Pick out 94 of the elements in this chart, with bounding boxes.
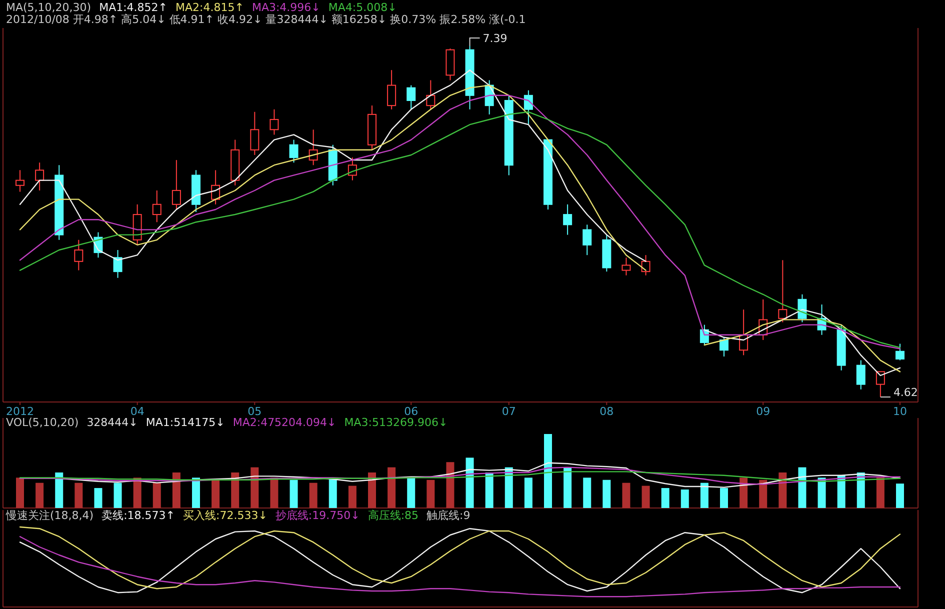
bar [661, 488, 670, 508]
bar [837, 475, 846, 508]
text: MA1:4.852↑ [99, 1, 168, 14]
bar [114, 482, 122, 508]
bar [270, 478, 278, 508]
candlestick [113, 250, 122, 278]
legend-title: MA(5,10,20,30) [6, 1, 92, 14]
text: 触底线:9 [426, 509, 470, 522]
bar [74, 482, 83, 508]
bar [485, 472, 494, 508]
bar [876, 478, 884, 508]
candlestick [563, 204, 572, 236]
candlestick [250, 111, 260, 156]
series-label: 买入线:72.533↓ [183, 509, 268, 522]
x-tick-label: 05 [248, 405, 262, 418]
candlestick [387, 70, 396, 110]
text: MA3:513269.906↓ [344, 416, 448, 429]
bar [896, 484, 904, 508]
annotation: 4.62 [893, 386, 918, 399]
bar [368, 472, 376, 508]
x-tick-label: 08 [600, 405, 614, 418]
candlestick [582, 224, 592, 256]
bar [583, 478, 592, 508]
text: 抄底线:19.750↓ [275, 509, 360, 522]
candlestick [74, 239, 84, 271]
bar [388, 467, 396, 508]
candlestick [406, 84, 416, 110]
candlestick [622, 257, 631, 276]
bar [504, 467, 513, 508]
bar [309, 482, 318, 508]
bar [602, 480, 611, 508]
candlestick [16, 170, 24, 192]
candlestick [289, 139, 298, 164]
bar [212, 480, 220, 508]
bar [290, 480, 298, 508]
bar [231, 472, 240, 508]
x-tick-label: 09 [756, 405, 770, 418]
bar [759, 480, 768, 508]
bar [466, 458, 474, 508]
x-tick-label: 07 [502, 405, 516, 418]
bar [778, 472, 787, 508]
bar [426, 480, 435, 508]
bar [133, 478, 142, 508]
x-tick-label: 2012 [6, 405, 34, 418]
bar [564, 467, 572, 508]
bar [642, 486, 650, 508]
candlestick [778, 260, 788, 323]
text: 7.39 [482, 32, 508, 45]
bar [544, 434, 552, 508]
bar [720, 488, 728, 508]
candlestick [524, 90, 533, 126]
bar [622, 482, 630, 508]
bar [700, 482, 708, 508]
candlestick [426, 80, 436, 110]
bar [192, 478, 200, 508]
bar [818, 478, 826, 508]
legend-title: VOL(5,10,20) [6, 416, 79, 429]
bar [798, 467, 806, 508]
candlestick [896, 343, 904, 361]
bar [348, 486, 356, 508]
bar [36, 482, 44, 508]
bar [328, 478, 337, 508]
bar [446, 462, 454, 508]
legend-title: 慢速关注(18,8,4) [5, 509, 94, 522]
bar [407, 478, 416, 508]
candlestick [856, 360, 866, 390]
candlestick [270, 108, 279, 136]
text: 卖线:18.573↑ [102, 509, 175, 522]
text: MA3:4.996↓ [252, 1, 320, 14]
text: MA2:475204.094↓ [232, 416, 336, 429]
bar [152, 482, 161, 508]
candlestick [35, 162, 44, 191]
candlestick [720, 336, 728, 357]
x-tick-label: 10 [893, 405, 907, 418]
bar [856, 472, 865, 508]
bar [55, 472, 64, 508]
chart-subtitle: 2012/10/08 开4.98↑ 高5.04↓ 低4.91↑ 收4.92↓ 量328444↓ 额16258↓ 换0.73% 振2.58% 涨(-0.1 [6, 13, 526, 26]
x-tick-label: 04 [130, 405, 144, 418]
bar [94, 488, 102, 508]
text: 高压线:85 [368, 509, 419, 522]
text: MA1:514175↓ [146, 416, 225, 429]
text: 328444↓ [86, 416, 138, 429]
text: MA4:5.008↓ [328, 1, 397, 14]
bar [250, 467, 259, 508]
bar [524, 478, 532, 508]
text: MA2:4.815↑ [176, 1, 244, 14]
candlestick [641, 254, 650, 276]
candlestick [152, 190, 162, 223]
bar [740, 478, 748, 508]
bar [680, 490, 689, 508]
candlestick [172, 160, 181, 210]
bar [16, 478, 24, 508]
bar [172, 472, 180, 508]
x-tick-label: 06 [404, 405, 418, 418]
